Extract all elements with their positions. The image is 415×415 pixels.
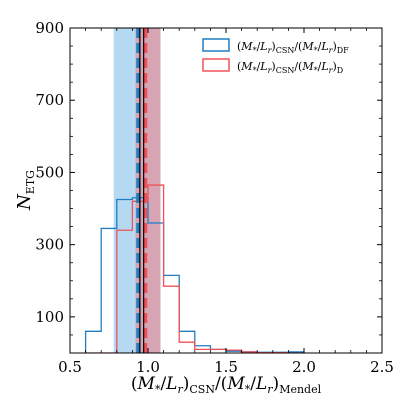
y-tick-label: 900 — [35, 19, 64, 37]
legend-swatch-d — [202, 58, 230, 72]
x-tick-label: 1.0 — [136, 358, 160, 376]
x-tick-label: 1.5 — [214, 358, 238, 376]
y-tick-label: 100 — [35, 308, 64, 326]
legend-swatch-df — [202, 38, 230, 52]
legend-label-d: (M*/Lr)CSN/(M*/Lr)D — [237, 60, 343, 75]
median-lines — [136, 28, 148, 353]
y-axis-ticks: 100 300 500 700 900 — [35, 19, 382, 336]
x-tick-label: 2.0 — [292, 358, 316, 376]
y-tick-label: 500 — [35, 163, 64, 181]
x-axis-label: (M*/Lr)CSN/(M*/Lr)Mendel — [131, 374, 322, 396]
x-axis-ticks: 0.5 1.0 1.5 2.0 2.5 — [58, 28, 394, 376]
y-tick-label: 700 — [35, 91, 64, 109]
legend: (M*/Lr)CSN/(M*/Lr)DF (M*/Lr)CSN/(M*/Lr)D — [202, 38, 349, 75]
legend-label-df: (M*/Lr)CSN/(M*/Lr)DF — [237, 40, 349, 55]
y-axis-label: NETG — [14, 170, 37, 211]
y-tick-label: 300 — [35, 236, 64, 254]
x-tick-label: 0.5 — [58, 358, 82, 376]
x-tick-label: 2.5 — [370, 358, 394, 376]
